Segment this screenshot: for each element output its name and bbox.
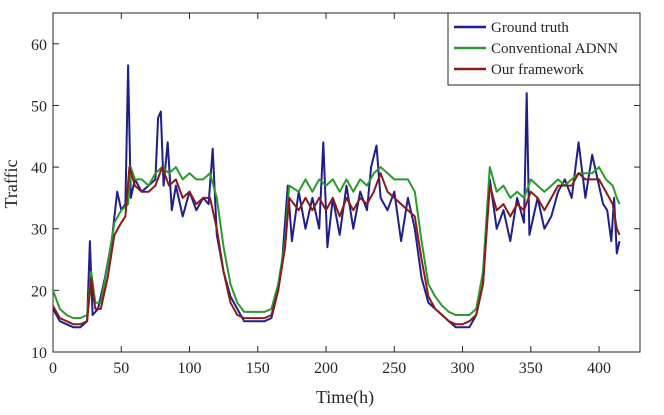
x-tick-label: 300: [451, 360, 475, 377]
y-tick-label: 20: [31, 283, 47, 300]
series-lines: [52, 64, 621, 329]
x-tick-label: 250: [382, 360, 406, 377]
series-line-our-framework: [52, 166, 621, 326]
y-tick-label: 30: [31, 222, 47, 239]
series-line-conventional-adnn: [52, 166, 621, 320]
y-tick-label: 60: [31, 37, 47, 54]
y-tick-label: 10: [31, 345, 47, 362]
x-tick-label: 50: [113, 360, 129, 377]
legend-label: Our framework: [491, 62, 584, 78]
x-tick-label: 400: [587, 360, 611, 377]
y-tick-label: 40: [31, 160, 47, 177]
x-tick-label: 350: [519, 360, 543, 377]
x-axis-label: Time(h): [316, 387, 374, 408]
x-tick-label: 100: [178, 360, 202, 377]
legend-label: Conventional ADNN: [491, 41, 618, 57]
axis-ticks: 0 50 100 150 200 250 300 350 400 10 20 30 40 50 60: [31, 13, 640, 377]
y-tick-label: 50: [31, 98, 47, 115]
chart-legend: Ground truth Conventional ADNN Our framewo…: [447, 12, 641, 86]
legend-label: Ground truth: [491, 20, 569, 36]
x-tick-label: 0: [49, 360, 57, 377]
y-axis-label: Traffic: [1, 159, 21, 208]
x-tick-label: 200: [314, 360, 338, 377]
x-tick-label: 150: [246, 360, 270, 377]
